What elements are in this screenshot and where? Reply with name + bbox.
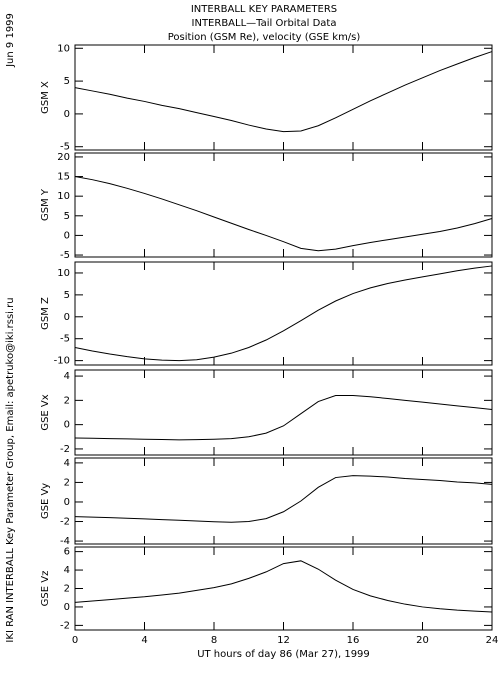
header-line: INTERBALL KEY PARAMETERS — [191, 4, 337, 15]
y-tick-label: 0 — [64, 602, 70, 613]
data-line — [74, 560, 493, 613]
x-axis-label: UT hours of day 86 (Mar 27), 1999 — [197, 649, 370, 660]
y-axis-label: GSM Y — [40, 188, 51, 221]
plot-frame — [74, 457, 493, 545]
y-axis-label: GSE Vx — [40, 394, 51, 430]
y-tick-label: 0 — [64, 109, 70, 120]
credit: IKI RAN INTERBALL Key Parameter Group, E… — [5, 297, 16, 642]
date: Jun 9 1999 — [5, 13, 16, 68]
x-tick-label: 0 — [72, 635, 78, 646]
y-tick-label: 10 — [57, 43, 70, 54]
y-axis-label: GSM X — [40, 81, 51, 114]
x-tick-label: 24 — [486, 635, 499, 646]
y-tick-label: -5 — [60, 142, 70, 153]
y-tick-label: 5 — [64, 76, 70, 87]
y-axis-label: GSM Z — [40, 297, 51, 330]
y-tick-label: -2 — [60, 444, 70, 455]
data-line — [74, 176, 493, 252]
y-axis-label: GSE Vy — [40, 483, 51, 519]
plot-frame — [74, 369, 493, 456]
y-tick-label: 2 — [64, 584, 70, 595]
data-line — [74, 395, 493, 441]
plot-frame — [74, 546, 493, 631]
x-tick-label: 16 — [347, 635, 360, 646]
x-tick-label: 8 — [211, 635, 217, 646]
y-tick-label: -2 — [60, 620, 70, 631]
y-tick-label: 5 — [64, 211, 70, 222]
y-tick-label: -4 — [60, 536, 70, 547]
y-tick-label: 15 — [57, 172, 70, 183]
data-line — [74, 265, 493, 362]
header-line: INTERBALL—Tail Orbital Data — [192, 18, 337, 29]
y-axis-label: GSE Vz — [40, 571, 51, 607]
y-tick-label: 2 — [64, 477, 70, 488]
y-tick-label: 6 — [64, 547, 70, 558]
y-tick-label: 0 — [64, 420, 70, 431]
y-tick-label: 2 — [64, 395, 70, 406]
y-tick-label: -2 — [60, 517, 70, 528]
y-tick-label: 0 — [64, 312, 70, 323]
y-tick-label: 0 — [64, 497, 70, 508]
data-line — [74, 51, 493, 133]
x-tick-label: 20 — [416, 635, 429, 646]
y-tick-label: -5 — [60, 334, 70, 345]
x-tick-label: 12 — [277, 635, 290, 646]
y-tick-label: 4 — [64, 458, 70, 469]
data-line — [74, 475, 493, 523]
y-tick-label: 4 — [64, 371, 70, 382]
y-tick-label: 0 — [64, 230, 70, 241]
y-tick-label: 10 — [57, 268, 70, 279]
y-tick-label: 10 — [57, 191, 70, 202]
plot-frame — [74, 44, 493, 151]
y-tick-label: -10 — [54, 356, 70, 367]
x-tick-label: 4 — [141, 635, 147, 646]
header-line: Position (GSM Re), velocity (GSE km/s) — [168, 32, 361, 43]
y-tick-label: -5 — [60, 250, 70, 261]
y-tick-label: 20 — [57, 152, 70, 163]
y-tick-label: 5 — [64, 290, 70, 301]
y-tick-label: 4 — [64, 565, 70, 576]
plot-frame — [74, 261, 493, 366]
